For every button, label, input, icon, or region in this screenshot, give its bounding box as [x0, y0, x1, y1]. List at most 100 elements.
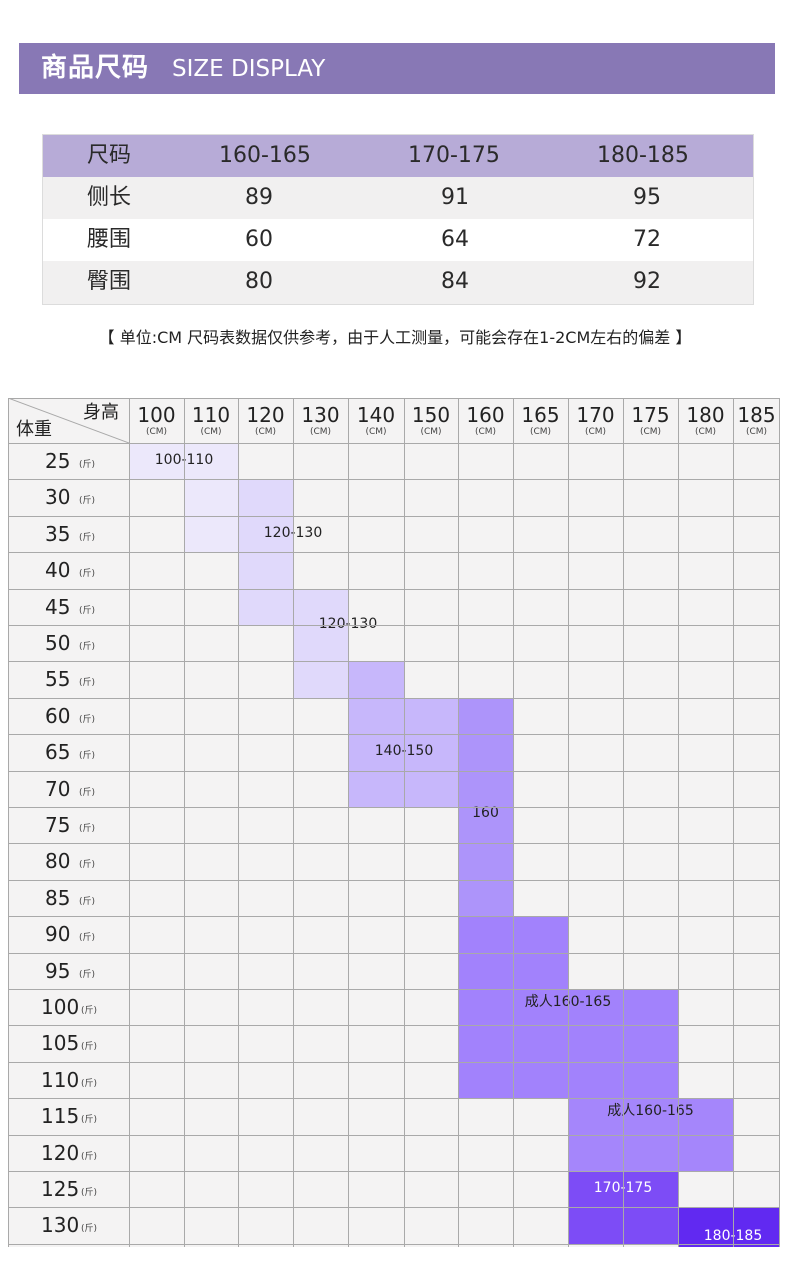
corner-diagonal	[8, 398, 129, 443]
height-value: 120	[246, 403, 285, 427]
table-cell: 64	[441, 227, 469, 252]
grid-line	[8, 1061, 780, 1063]
weight-row-header: 70 (斤)	[8, 771, 129, 807]
table-cell: 80	[245, 269, 273, 294]
weight-value: 75	[45, 813, 71, 837]
grid-line	[8, 879, 780, 881]
weight-unit: (斤)	[79, 605, 96, 616]
weight-row-header: 40 (斤)	[8, 552, 129, 588]
grid-line	[623, 398, 624, 1247]
header-cell: 尺码	[87, 143, 132, 168]
grid-line	[8, 734, 780, 736]
table-cell: 89	[245, 185, 273, 210]
grid-line	[8, 1243, 780, 1245]
row-label: 臀围	[87, 269, 132, 294]
grid-line	[8, 1134, 780, 1136]
weight-unit: (斤)	[79, 751, 96, 762]
size-recommendation-chart: 身高 体重 100-110 120-130 120-130 140-150 160 成人1…	[8, 398, 780, 1247]
grid-line	[8, 916, 780, 918]
weight-unit: (斤)	[81, 1042, 98, 1053]
weight-row-header: 120 (斤)	[8, 1135, 129, 1171]
height-unit: (CM)	[474, 427, 497, 437]
table-cell: 72	[633, 227, 661, 252]
height-unit: (CM)	[694, 427, 717, 437]
height-value: 165	[521, 403, 560, 427]
weight-unit: (斤)	[79, 532, 96, 543]
height-column-header: 160 (CM)	[458, 398, 513, 443]
height-column-header: 150 (CM)	[404, 398, 458, 443]
weight-row-header: 45 (斤)	[8, 589, 129, 625]
height-column-header: 185 (CM)	[733, 398, 780, 443]
height-value: 170	[576, 403, 615, 427]
weight-unit: (斤)	[79, 896, 96, 907]
weight-row-header: 30 (斤)	[8, 479, 129, 515]
weight-axis-label: 体重	[16, 419, 52, 440]
grid-line	[8, 398, 780, 399]
weight-value: 115	[41, 1104, 80, 1129]
table-cell: 60	[245, 227, 273, 252]
weight-unit: (斤)	[79, 824, 96, 834]
weight-row-header: 65 (斤)	[8, 734, 129, 770]
height-value: 150	[411, 403, 451, 427]
grid-line	[238, 398, 239, 1247]
grid-line	[678, 398, 679, 1247]
weight-value: 45	[45, 594, 71, 619]
height-column-header: 120 (CM)	[238, 398, 293, 443]
weight-row-header: 115 (斤)	[8, 1098, 129, 1134]
row-label: 侧长	[87, 185, 132, 210]
weight-value: 100	[41, 995, 80, 1019]
weight-value: 130	[41, 1213, 80, 1238]
weight-unit: (斤)	[79, 642, 96, 652]
height-unit: (CM)	[200, 427, 222, 437]
height-value: 100	[137, 403, 176, 427]
row-label: 腰围	[87, 227, 132, 252]
height-unit: (CM)	[254, 427, 277, 437]
grid-line	[404, 398, 405, 1247]
weight-value: 110	[41, 1067, 80, 1092]
weight-unit: (斤)	[79, 933, 96, 944]
grid-line	[348, 398, 349, 1247]
weight-row-header: 85 (斤)	[8, 880, 129, 916]
height-value: 130	[301, 403, 340, 427]
header-cell: 180-185	[597, 143, 689, 168]
weight-row-header: 125 (斤)	[8, 1171, 129, 1207]
height-column-header: 170 (CM)	[568, 398, 623, 443]
height-value: 160	[466, 403, 505, 427]
weight-row-header: 100 (斤)	[8, 989, 129, 1025]
weight-unit: (斤)	[81, 1224, 98, 1235]
height-unit: (CM)	[745, 427, 768, 437]
grid-line	[8, 770, 780, 772]
weight-row-header: 105 (斤)	[8, 1025, 129, 1061]
header-cell: 170-175	[408, 143, 500, 168]
weight-value: 65	[45, 740, 71, 765]
weight-row-header: 60 (斤)	[8, 698, 129, 734]
header-cell: 160-165	[219, 143, 311, 168]
grid-line	[779, 398, 780, 1247]
height-column-header: 175 (CM)	[623, 398, 678, 443]
table-row: 侧长 89 91 95	[43, 177, 753, 219]
grid-line	[8, 697, 780, 699]
weight-value: 55	[45, 667, 71, 692]
weight-row-header: 80 (斤)	[8, 843, 129, 879]
weight-row-header: 75 (斤)	[8, 807, 129, 843]
weight-value: 60	[45, 703, 71, 728]
weight-unit: (斤)	[81, 1006, 98, 1016]
height-value: 180	[686, 403, 725, 427]
grid-line	[8, 479, 780, 481]
height-unit: (CM)	[145, 427, 168, 437]
weight-value: 35	[45, 521, 71, 546]
weight-value: 40	[45, 558, 71, 583]
grid-line	[8, 661, 780, 663]
height-unit: (CM)	[639, 427, 662, 437]
size-region-fill	[293, 588, 348, 698]
size-region-fill	[678, 1207, 780, 1247]
weight-unit: (斤)	[81, 1115, 98, 1126]
grid-line	[733, 398, 734, 1247]
grid-line	[293, 398, 294, 1247]
weight-unit: (斤)	[81, 1151, 98, 1162]
table-cell: 95	[633, 185, 661, 210]
height-unit: (CM)	[365, 427, 387, 437]
weight-row-header: 55 (斤)	[8, 661, 129, 697]
weight-value: 125	[41, 1177, 80, 1201]
section-title: 商品尺码	[41, 53, 150, 83]
